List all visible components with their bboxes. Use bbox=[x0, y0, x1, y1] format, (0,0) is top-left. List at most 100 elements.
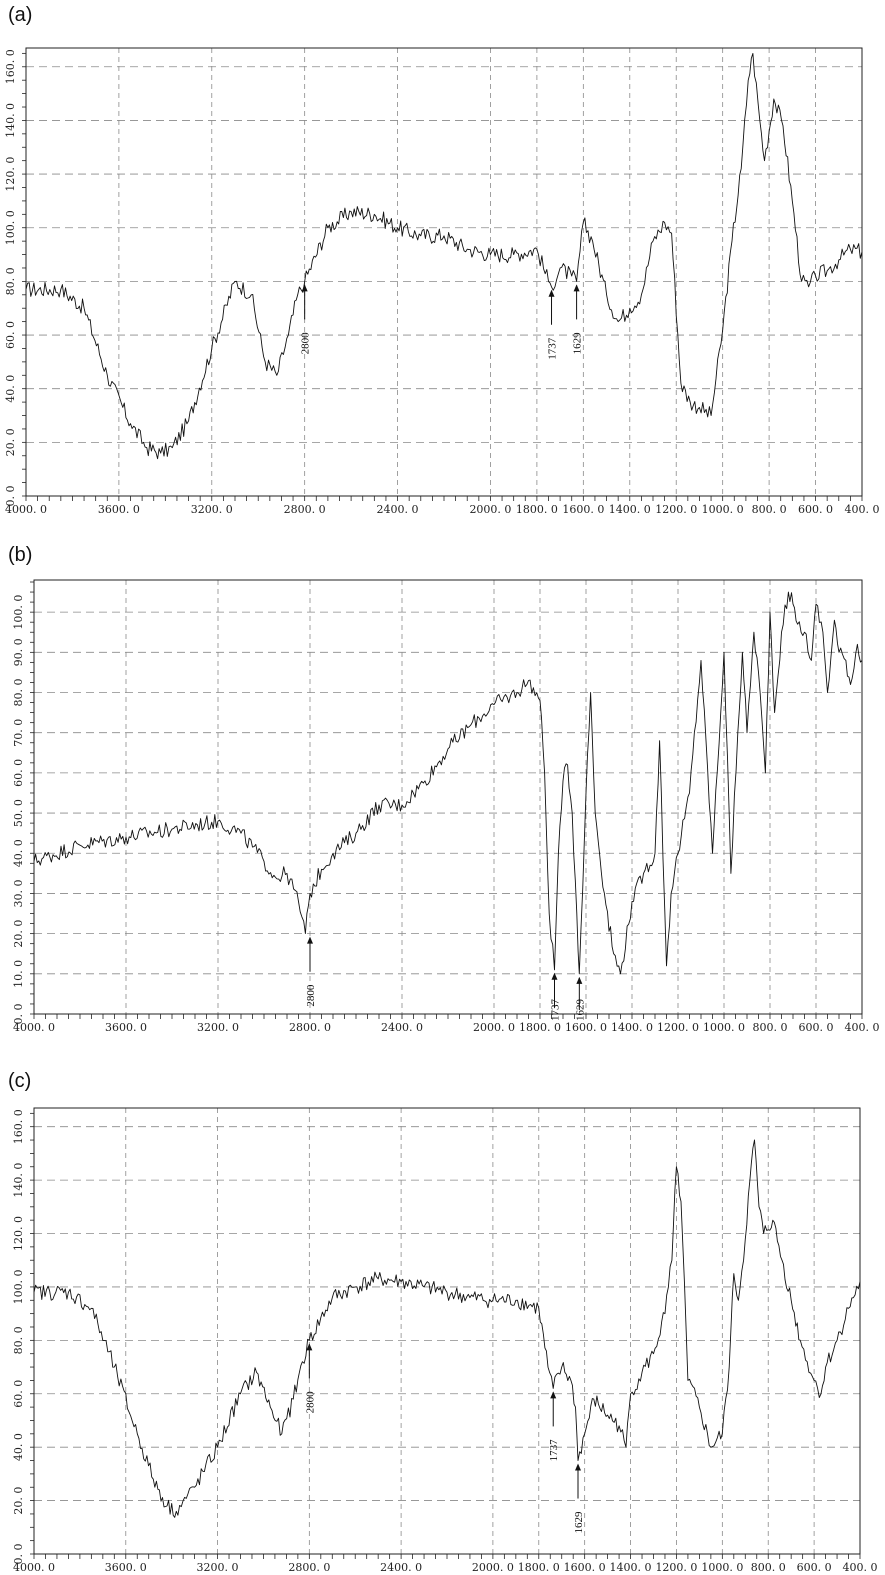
x-tick-label: 1800. 0 bbox=[518, 1561, 560, 1574]
y-tick-label: 20. 0 bbox=[4, 428, 17, 456]
y-tick-label: 0. 0 bbox=[4, 486, 17, 507]
x-tick-label: 400. 0 bbox=[845, 1021, 880, 1034]
plot-frame bbox=[25, 47, 863, 497]
x-axis-minor-ticks bbox=[25, 496, 863, 501]
annotation: 1629 bbox=[574, 976, 586, 1022]
annotation: 1737 bbox=[548, 1391, 560, 1461]
x-tick-label: 400. 0 bbox=[845, 503, 880, 516]
y-tick-label: 80. 0 bbox=[12, 1326, 25, 1354]
x-tick-label: 2400. 0 bbox=[381, 1021, 423, 1034]
y-tick-label: 0. 0 bbox=[12, 1544, 25, 1565]
x-tick-label: 3200. 0 bbox=[197, 1021, 239, 1034]
x-tick-label: 1400. 0 bbox=[610, 1561, 652, 1574]
annotation-label: 1737 bbox=[548, 1439, 560, 1462]
y-tick-label: 10. 0 bbox=[12, 960, 25, 988]
x-tick-label: 1200. 0 bbox=[655, 1561, 697, 1574]
x-tick-label: 1600. 0 bbox=[562, 503, 604, 516]
y-tick-label: 60. 0 bbox=[12, 1380, 25, 1408]
annotation: 1737 bbox=[547, 289, 559, 360]
y-tick-label: 60. 0 bbox=[4, 321, 17, 349]
x-tick-label: 3600. 0 bbox=[105, 1021, 147, 1034]
x-tick-label: 600. 0 bbox=[799, 1021, 834, 1034]
plot-frame bbox=[33, 579, 863, 1015]
annotation-label: 1629 bbox=[572, 332, 584, 355]
y-tick-label: 100. 0 bbox=[12, 595, 25, 630]
spectrum-line bbox=[33, 591, 863, 975]
y-axis-minor-ticks bbox=[22, 52, 26, 497]
y-tick-label: 40. 0 bbox=[12, 1433, 25, 1461]
x-tick-label: 1600. 0 bbox=[565, 1021, 607, 1034]
y-tick-label: 160. 0 bbox=[12, 1109, 25, 1144]
y-tick-label: 70. 0 bbox=[12, 719, 25, 747]
x-tick-label: 3600. 0 bbox=[98, 503, 140, 516]
x-tick-label: 1000. 0 bbox=[703, 1021, 745, 1034]
annotation-arrowhead bbox=[306, 1343, 313, 1351]
annotation-label: 1629 bbox=[574, 999, 586, 1022]
spectrum-line bbox=[25, 52, 863, 460]
y-tick-label: 40. 0 bbox=[12, 839, 25, 867]
y-tick-label: 0. 0 bbox=[12, 1004, 25, 1025]
x-tick-label: 4000. 0 bbox=[13, 1561, 55, 1574]
x-tick-label: 1200. 0 bbox=[655, 503, 697, 516]
x-tick-label: 3200. 0 bbox=[197, 1561, 239, 1574]
annotation-label: 2800 bbox=[304, 1391, 316, 1414]
x-tick-label: 2800. 0 bbox=[284, 503, 326, 516]
grid bbox=[26, 48, 862, 496]
x-tick-label: 1600. 0 bbox=[564, 1561, 606, 1574]
x-tick-label: 2000. 0 bbox=[473, 1021, 515, 1034]
annotation-arrowhead bbox=[548, 289, 555, 297]
annotation: 1629 bbox=[572, 284, 584, 354]
y-axis-minor-ticks bbox=[30, 581, 34, 1015]
y-tick-label: 140. 0 bbox=[12, 1163, 25, 1198]
annotation: 1737 bbox=[549, 972, 561, 1022]
y-tick-label: 120. 0 bbox=[4, 157, 17, 192]
annotation-label: 2800 bbox=[300, 332, 312, 355]
y-tick-label: 40. 0 bbox=[4, 375, 17, 403]
y-tick-label: 20. 0 bbox=[12, 1487, 25, 1515]
annotation-label: 1737 bbox=[547, 337, 559, 360]
x-tick-label: 1400. 0 bbox=[611, 1021, 653, 1034]
annotation-label: 2800 bbox=[305, 984, 317, 1007]
ir-spectrum-chart-a: 4000. 0 3600. 0 3200. 0 2800. 0 2400. 0 2000.… bbox=[4, 47, 880, 516]
y-tick-label: 30. 0 bbox=[12, 879, 25, 907]
x-tick-label: 2400. 0 bbox=[380, 1561, 422, 1574]
annotation-arrowhead bbox=[575, 1463, 582, 1471]
x-tick-label: 1000. 0 bbox=[702, 503, 744, 516]
x-tick-label: 2800. 0 bbox=[288, 1561, 330, 1574]
x-tick-label: 2400. 0 bbox=[377, 503, 419, 516]
x-tick-label: 1800. 0 bbox=[516, 503, 558, 516]
grid bbox=[34, 1108, 860, 1554]
annotation: 1629 bbox=[573, 1463, 585, 1534]
y-tick-label: 80. 0 bbox=[12, 679, 25, 707]
grid bbox=[34, 580, 862, 1014]
x-tick-label: 1800. 0 bbox=[519, 1021, 561, 1034]
y-tick-label: 100. 0 bbox=[12, 1269, 25, 1304]
y-tick-label: 50. 0 bbox=[12, 799, 25, 827]
x-tick-label: 2000. 0 bbox=[472, 1561, 514, 1574]
x-tick-label: 1400. 0 bbox=[609, 503, 651, 516]
spectrum-line bbox=[33, 1139, 861, 1518]
annotation-arrowhead bbox=[550, 1391, 557, 1399]
y-tick-label: 20. 0 bbox=[12, 920, 25, 948]
annotation-arrowhead bbox=[576, 976, 583, 984]
x-tick-label: 1200. 0 bbox=[657, 1021, 699, 1034]
y-tick-label: 100. 0 bbox=[4, 210, 17, 245]
x-tick-label: 600. 0 bbox=[798, 503, 833, 516]
x-tick-label: 3200. 0 bbox=[191, 503, 233, 516]
x-tick-label: 800. 0 bbox=[751, 1561, 786, 1574]
y-tick-label: 80. 0 bbox=[4, 267, 17, 295]
x-tick-label: 600. 0 bbox=[797, 1561, 832, 1574]
annotation-label: 1737 bbox=[549, 999, 561, 1022]
y-tick-label: 140. 0 bbox=[4, 103, 17, 138]
x-tick-label: 800. 0 bbox=[752, 503, 787, 516]
x-tick-label: 2000. 0 bbox=[469, 503, 511, 516]
x-tick-label: 4000. 0 bbox=[5, 503, 47, 516]
x-tick-label: 800. 0 bbox=[753, 1021, 788, 1034]
annotation: 2800 bbox=[304, 1343, 316, 1413]
x-tick-label: 1000. 0 bbox=[701, 1561, 743, 1574]
y-tick-label: 60. 0 bbox=[12, 759, 25, 787]
annotation-arrowhead bbox=[307, 936, 313, 944]
x-tick-label: 3600. 0 bbox=[105, 1561, 147, 1574]
y-tick-label: 90. 0 bbox=[12, 638, 25, 666]
y-tick-label: 160. 0 bbox=[4, 49, 17, 84]
